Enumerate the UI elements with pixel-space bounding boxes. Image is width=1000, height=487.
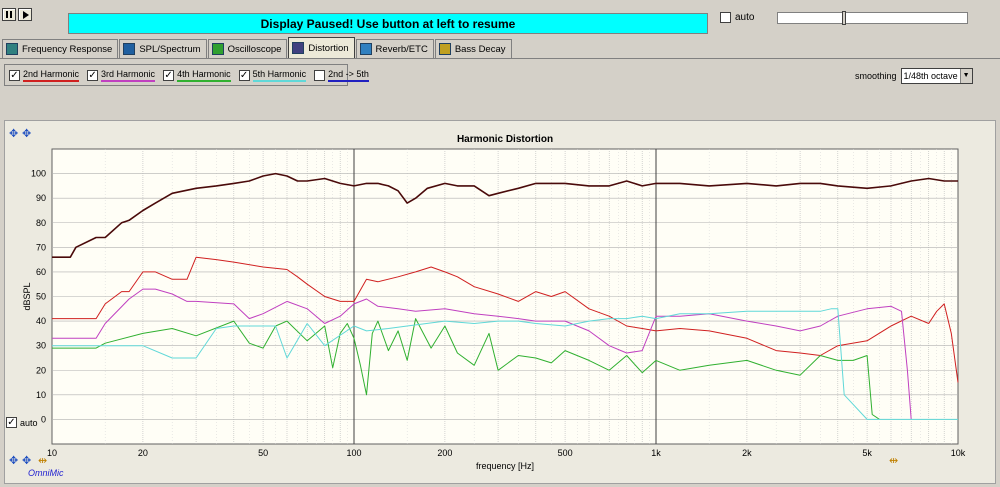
x-axis-label: frequency [Hz] xyxy=(476,461,534,471)
toolbar: Display Paused! Use button at left to re… xyxy=(0,0,1000,36)
auto-toggle-bottom[interactable]: ✓ auto xyxy=(6,417,38,428)
auto-label-bottom: auto xyxy=(20,417,38,428)
frequency-response-icon xyxy=(6,43,18,55)
tab-bar: Frequency Response SPL/Spectrum Oscillosco… xyxy=(2,37,513,59)
oscilloscope-icon xyxy=(211,43,224,55)
zoom-vertical-icon[interactable]: ✥ xyxy=(9,127,19,140)
smoothing-label: smoothing xyxy=(855,71,897,81)
x-tick-label: 200 xyxy=(437,448,452,458)
smoothing-value: 1/48th octave xyxy=(903,71,958,81)
pan-icon[interactable]: ✥ xyxy=(22,127,32,140)
harmonic-toggle[interactable]: ✓ 4th Harmonic xyxy=(163,69,231,82)
resume-button[interactable] xyxy=(18,8,32,21)
x-tick-label: 2k xyxy=(742,448,752,458)
x-tick-label: 100 xyxy=(346,448,361,458)
harmonic-selector: ✓ 2nd Harmonic ✓ 3rd Harmonic ✓ 4th Harmonic ✓… xyxy=(4,64,369,86)
y-tick-label: 10 xyxy=(36,390,46,400)
play-icon xyxy=(23,11,29,19)
harmonic-toggle[interactable]: ✓ 2nd Harmonic xyxy=(9,69,80,82)
harmonic-label: 2nd Harmonic xyxy=(23,69,80,82)
tab-divider xyxy=(0,58,1000,59)
paused-banner: Display Paused! Use button at left to re… xyxy=(68,13,708,34)
smoothing-control: smoothing 1/48th octave ▼ xyxy=(855,68,973,84)
slider-thumb[interactable] xyxy=(842,11,846,25)
y-tick-label: 80 xyxy=(36,218,46,228)
harmonic-label: 4th Harmonic xyxy=(177,69,231,82)
harmonic-checkbox[interactable] xyxy=(314,69,326,81)
scroll-x-icon[interactable]: ⇹ xyxy=(889,454,899,467)
auto-checkbox-top[interactable] xyxy=(720,12,731,23)
y-tick-label: 30 xyxy=(36,341,46,351)
scroll-up-icon[interactable]: ✥ xyxy=(9,454,19,467)
tab-label: Distortion xyxy=(308,42,349,54)
x-tick-label: 20 xyxy=(138,448,148,458)
harmonic-label: 3rd Harmonic xyxy=(101,69,156,82)
tab-label: SPL/Spectrum xyxy=(139,43,201,55)
tab-bass-decay[interactable]: Bass Decay xyxy=(434,39,512,58)
shrink-x-icon[interactable]: ⇹ xyxy=(38,454,48,467)
y-tick-label: 40 xyxy=(36,316,46,326)
reverb-icon xyxy=(359,43,372,55)
y-tick-label: 0 xyxy=(41,414,46,424)
y-tick-label: 70 xyxy=(36,242,46,252)
harmonic-checkbox[interactable]: ✓ xyxy=(238,69,250,81)
tab-spl-spectrum[interactable]: SPL/Spectrum xyxy=(119,39,207,58)
tab-label: Oscilloscope xyxy=(227,43,282,55)
y-tick-label: 50 xyxy=(36,292,46,302)
x-tick-label: 5k xyxy=(862,448,872,458)
auto-checkbox-bottom[interactable]: ✓ xyxy=(6,417,17,428)
series-line xyxy=(52,308,958,420)
auto-toggle-top[interactable]: auto xyxy=(720,12,754,23)
harmonic-toggle[interactable]: ✓ 3rd Harmonic xyxy=(87,69,156,82)
x-tick-label: 50 xyxy=(258,448,268,458)
chart-title: Harmonic Distortion xyxy=(457,134,553,145)
y-axis-label: dBSPL xyxy=(22,282,32,310)
harmonic-checkbox[interactable]: ✓ xyxy=(163,69,175,81)
x-tick-label: 500 xyxy=(558,448,573,458)
chart-panel: ✥ ✥ 10 20 50 100 200 500 1k 2k 5k 10k 0 10 20 30 40 50 6… xyxy=(4,120,996,484)
tab-distortion[interactable]: Distortion xyxy=(288,37,355,58)
pause-button[interactable] xyxy=(2,8,16,21)
series-line xyxy=(52,318,880,420)
tab-label: Frequency Response xyxy=(22,43,113,55)
series-line xyxy=(52,172,958,258)
distortion-icon xyxy=(292,42,305,54)
spl-spectrum-icon xyxy=(123,43,136,55)
tab-label: Reverb/ETC xyxy=(375,43,428,55)
harmonic-checkbox[interactable]: ✓ xyxy=(9,69,20,81)
auto-label-top: auto xyxy=(735,12,755,23)
y-tick-label: 20 xyxy=(36,365,46,375)
harmonic-label: 5th Harmonic xyxy=(252,69,307,82)
series-line xyxy=(52,256,959,383)
y-tick-label: 60 xyxy=(36,267,46,277)
distortion-chart: 10 20 50 100 200 500 1k 2k 5k 10k 0 10 20 30 40 50 60 70 8… xyxy=(22,134,966,471)
tab-label: Bass Decay xyxy=(454,43,506,55)
chevron-down-icon[interactable]: ▼ xyxy=(959,69,972,83)
tab-frequency-response[interactable]: Frequency Response xyxy=(2,39,119,58)
harmonic-checkbox[interactable]: ✓ xyxy=(87,69,99,81)
tab-reverb[interactable]: Reverb/ETC xyxy=(355,39,434,58)
brand-label: OmniMic xyxy=(28,468,64,478)
tab-oscilloscope[interactable]: Oscilloscope xyxy=(207,39,288,58)
level-slider[interactable] xyxy=(777,11,968,25)
x-tick-label: 10k xyxy=(951,448,966,458)
harmonic-toggle[interactable]: 2nd -> 5th xyxy=(314,69,369,82)
zoom-out-icon[interactable]: ✥ xyxy=(22,454,32,467)
x-tick-label: 10 xyxy=(47,448,57,458)
smoothing-select[interactable]: 1/48th octave ▼ xyxy=(900,68,973,84)
y-tick-label: 100 xyxy=(31,169,46,179)
harmonic-label: 2nd -> 5th xyxy=(328,69,369,82)
y-tick-label: 90 xyxy=(36,193,46,203)
bass-decay-icon xyxy=(438,43,451,55)
pause-icon xyxy=(6,11,12,18)
series-line xyxy=(52,288,912,420)
x-tick-label: 1k xyxy=(651,448,661,458)
harmonic-toggle[interactable]: ✓ 5th Harmonic xyxy=(238,69,307,82)
